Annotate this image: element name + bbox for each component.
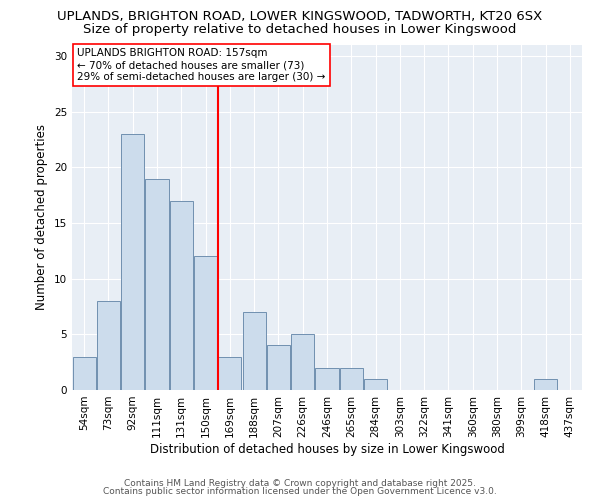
Bar (316, 368, 338, 390)
Bar (364, 379, 387, 390)
Text: Contains public sector information licensed under the Open Government Licence v3: Contains public sector information licen… (103, 487, 497, 496)
Text: Size of property relative to detached houses in Lower Kingswood: Size of property relative to detached ho… (83, 22, 517, 36)
Bar (121, 134, 144, 390)
Bar (291, 334, 314, 390)
Bar (218, 356, 241, 390)
Bar (534, 379, 557, 390)
X-axis label: Distribution of detached houses by size in Lower Kingswood: Distribution of detached houses by size … (149, 442, 505, 456)
Bar (145, 178, 169, 390)
Y-axis label: Number of detached properties: Number of detached properties (35, 124, 49, 310)
Text: Contains HM Land Registry data © Crown copyright and database right 2025.: Contains HM Land Registry data © Crown c… (124, 478, 476, 488)
Text: UPLANDS, BRIGHTON ROAD, LOWER KINGSWOOD, TADWORTH, KT20 6SX: UPLANDS, BRIGHTON ROAD, LOWER KINGSWOOD,… (58, 10, 542, 23)
Bar (267, 346, 290, 390)
Bar (340, 368, 363, 390)
Bar (242, 312, 266, 390)
Bar (194, 256, 217, 390)
Bar (97, 301, 120, 390)
Bar (73, 356, 95, 390)
Text: UPLANDS BRIGHTON ROAD: 157sqm
← 70% of detached houses are smaller (73)
29% of s: UPLANDS BRIGHTON ROAD: 157sqm ← 70% of d… (77, 48, 325, 82)
Bar (170, 201, 193, 390)
